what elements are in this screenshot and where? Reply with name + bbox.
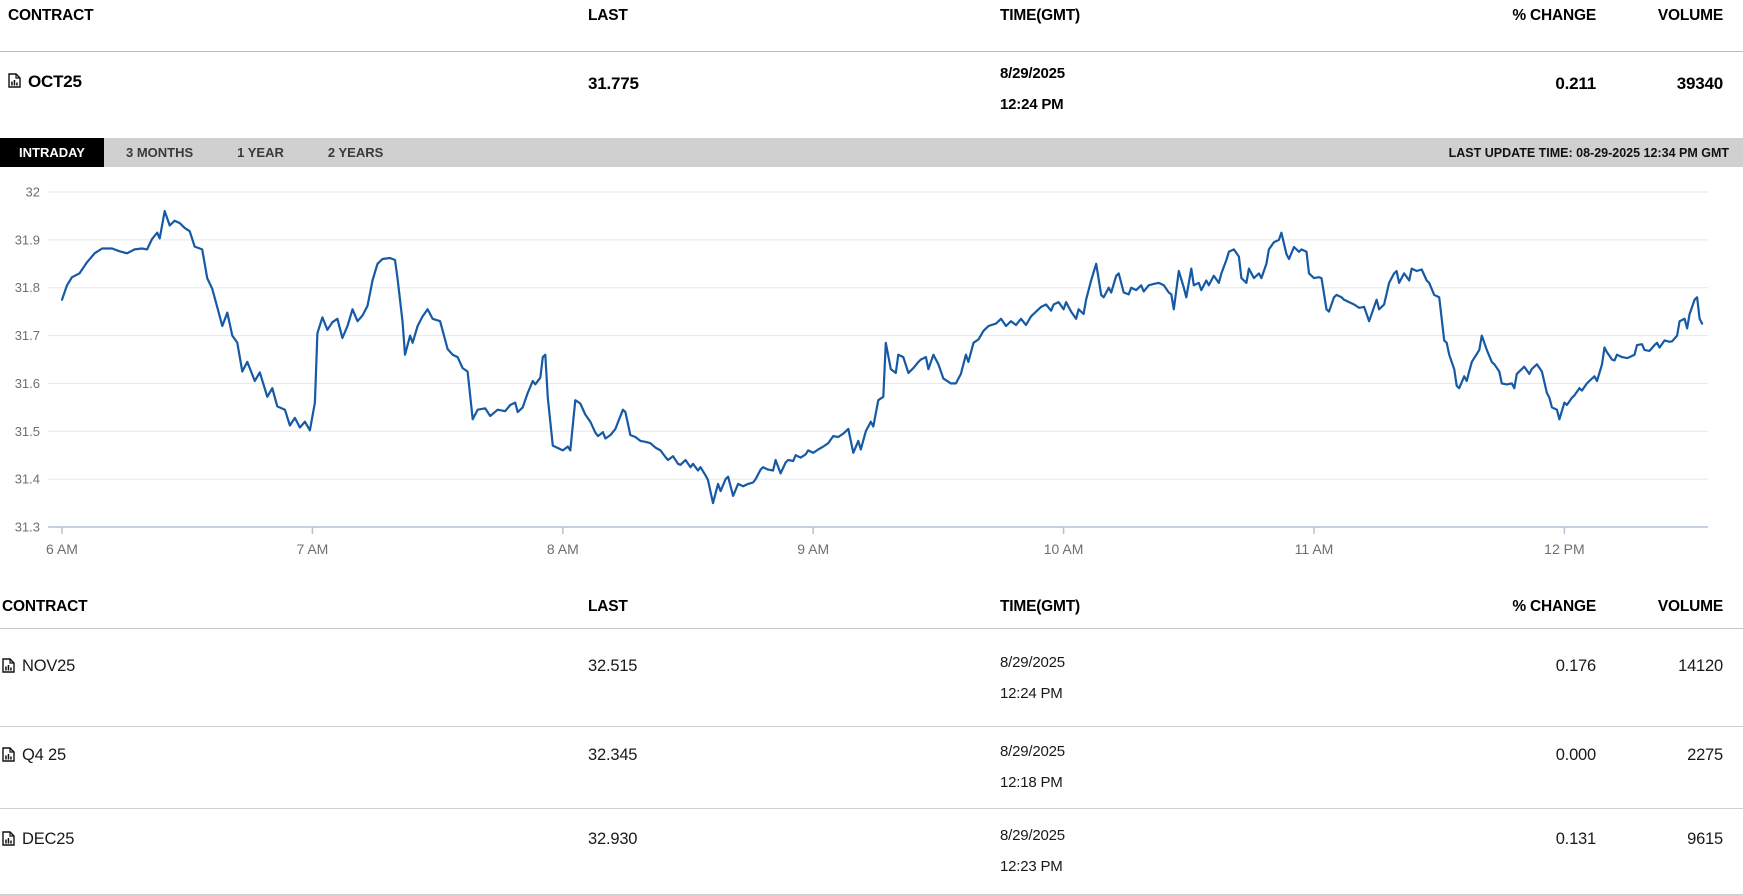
svg-text:7 AM: 7 AM (296, 541, 328, 557)
quote-date: 8/29/2025 (1000, 654, 1065, 671)
chart-period-tabbar: INTRADAY 3 MONTHS 1 YEAR 2 YEARS LAST UP… (0, 138, 1743, 167)
quote-time: 12:18 PM (1000, 774, 1063, 791)
quote-date: 8/29/2025 (1000, 827, 1065, 844)
tab-2-years[interactable]: 2 YEARS (327, 145, 384, 160)
tab-intraday[interactable]: INTRADAY (0, 138, 104, 167)
report-icon (2, 727, 15, 767)
report-icon (2, 629, 15, 678)
volume: 9615 (1687, 830, 1723, 848)
last-price: 32.515 (588, 657, 638, 675)
volume: 2275 (1687, 746, 1723, 764)
intraday-chart: 32 31.9 31.8 31.7 31.6 31.5 31.4 31.3 6 AM 7 AM 8 … (0, 167, 1743, 578)
table-row-q4-25[interactable]: Q4 25 32.345 8/29/2025 12:18 PM 0.000 22… (0, 727, 1743, 809)
intraday-price-chart-svg: 32 31.9 31.8 31.7 31.6 31.5 31.4 31.3 6 AM 7 AM 8 … (15, 185, 1708, 557)
svg-text:31.7: 31.7 (15, 328, 40, 343)
quote-datetime: 8/29/2025 12:23 PM (1000, 809, 1380, 894)
svg-text:10 AM: 10 AM (1044, 541, 1084, 557)
svg-text:11 AM: 11 AM (1295, 541, 1334, 557)
svg-text:12 PM: 12 PM (1544, 541, 1584, 557)
percent-change: 0.131 (1555, 830, 1596, 848)
top-table-header: CONTRACT LAST TIME(GMT) % CHANGE VOLUME (0, 0, 1743, 52)
contract-name[interactable]: DEC25 (22, 830, 75, 848)
quote-time: 12:23 PM (1000, 858, 1063, 875)
svg-text:8 AM: 8 AM (547, 541, 579, 557)
column-header-volume: VOLUME (1657, 7, 1723, 24)
svg-text:31.6: 31.6 (15, 376, 40, 391)
table-row-oct25[interactable]: OCT25 31.775 8/29/2025 12:24 PM 0.211 39… (0, 52, 1743, 138)
percent-change: 0.176 (1555, 657, 1596, 675)
table-row-dec25[interactable]: DEC25 32.930 8/29/2025 12:23 PM 0.131 96… (0, 809, 1743, 895)
quote-datetime: 8/29/2025 12:18 PM (1000, 727, 1380, 808)
svg-text:31.5: 31.5 (15, 424, 40, 439)
percent-change: 0.211 (1555, 74, 1596, 93)
column-header-last: LAST (588, 598, 628, 615)
column-header-volume: VOLUME (1657, 598, 1723, 615)
contract-name[interactable]: Q4 25 (22, 746, 66, 764)
quote-date: 8/29/2025 (1000, 743, 1065, 760)
quote-date: 8/29/2025 (1000, 65, 1065, 82)
column-header-change: % CHANGE (1512, 598, 1596, 615)
quote-datetime: 8/29/2025 12:24 PM (1000, 629, 1380, 726)
last-price: 32.930 (588, 830, 638, 848)
svg-text:31.9: 31.9 (15, 232, 40, 247)
svg-text:32: 32 (26, 185, 40, 200)
last-price: 32.345 (588, 746, 638, 764)
svg-text:31.3: 31.3 (15, 520, 40, 535)
svg-text:9 AM: 9 AM (797, 541, 829, 557)
column-header-contract: CONTRACT (8, 7, 94, 24)
volume: 39340 (1676, 74, 1723, 93)
svg-text:31.8: 31.8 (15, 280, 40, 295)
tab-1-year[interactable]: 1 YEAR (237, 145, 284, 160)
bottom-table-header: CONTRACT LAST TIME(GMT) % CHANGE VOLUME (0, 578, 1743, 629)
table-row-nov25[interactable]: NOV25 32.515 8/29/2025 12:24 PM 0.176 14… (0, 629, 1743, 727)
column-header-time: TIME(GMT) (1000, 7, 1080, 24)
last-update-time: LAST UPDATE TIME: 08-29-2025 12:34 PM GM… (1448, 145, 1729, 160)
percent-change: 0.000 (1555, 746, 1596, 764)
contract-name[interactable]: NOV25 (22, 657, 76, 675)
column-header-contract: CONTRACT (2, 598, 88, 615)
quote-datetime: 8/29/2025 12:24 PM (1000, 52, 1380, 138)
column-header-change: % CHANGE (1512, 7, 1596, 24)
volume: 14120 (1678, 657, 1723, 675)
tab-3-months[interactable]: 3 MONTHS (125, 145, 194, 160)
svg-text:31.4: 31.4 (15, 472, 40, 487)
contract-name[interactable]: OCT25 (28, 72, 82, 91)
column-header-last: LAST (588, 7, 628, 24)
quote-time: 12:24 PM (1000, 685, 1063, 702)
column-header-time: TIME(GMT) (1000, 598, 1080, 615)
report-icon (8, 52, 21, 93)
svg-text:6 AM: 6 AM (46, 541, 78, 557)
report-icon (2, 809, 15, 851)
last-price: 31.775 (588, 74, 639, 93)
quote-time: 12:24 PM (1000, 96, 1064, 113)
